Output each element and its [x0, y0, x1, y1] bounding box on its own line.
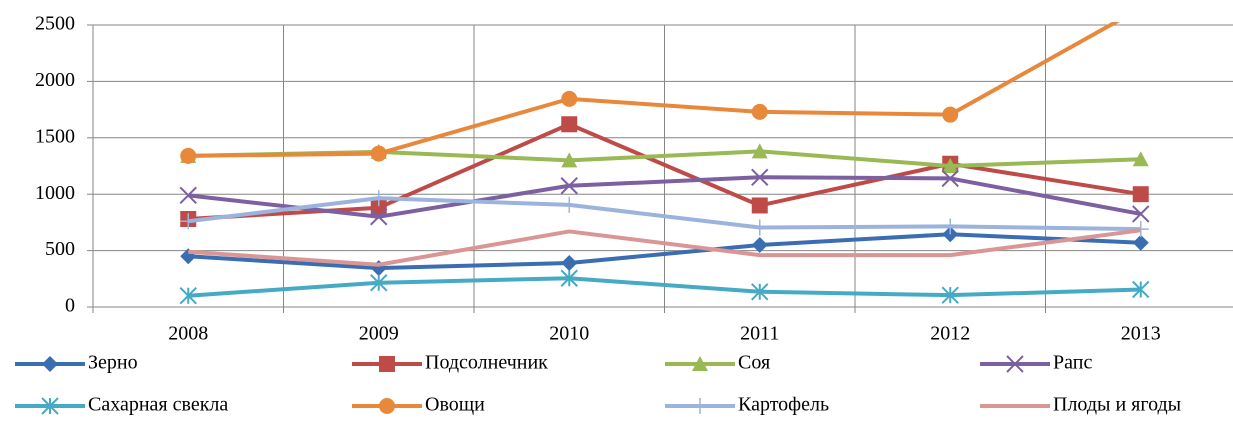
legend-label: Плоды и ягоды [1053, 394, 1181, 416]
marker [1133, 0, 1149, 16]
series-line [188, 122, 1142, 222]
y-tick-label: 2500 [35, 13, 75, 35]
marker [751, 168, 769, 186]
marker [1132, 280, 1150, 299]
x-tick-label: 2011 [740, 323, 779, 345]
x-tick-label: 2012 [930, 323, 970, 345]
y-tick-label: 1000 [35, 182, 75, 204]
marker [941, 169, 959, 188]
y-tick-label: 1500 [35, 125, 75, 147]
series-line [188, 22, 1120, 158]
series-line [188, 232, 1141, 271]
legend-label: Зерно [88, 352, 138, 374]
marker [1132, 186, 1149, 203]
marker [751, 197, 768, 214]
marker [942, 158, 959, 173]
marker [692, 356, 708, 371]
marker [180, 213, 197, 230]
marker [941, 286, 959, 304]
marker [379, 356, 395, 372]
marker [42, 356, 58, 372]
marker [560, 269, 578, 287]
marker [751, 219, 768, 236]
legend-label: Картофель [738, 394, 829, 416]
marker [1006, 355, 1024, 373]
legend-label: Соя [738, 352, 770, 374]
marker [561, 116, 578, 133]
series-line [188, 228, 1142, 267]
marker [942, 106, 959, 123]
marker [370, 190, 387, 207]
marker [179, 186, 197, 205]
marker [370, 145, 387, 162]
marker [370, 208, 388, 226]
x-tick-label: 2010 [549, 323, 589, 345]
y-tick-label: 2000 [35, 69, 75, 91]
marker [41, 397, 59, 415]
marker [560, 177, 578, 195]
legend-label: Сахарная свекла [88, 394, 228, 416]
marker [370, 274, 388, 292]
marker [942, 218, 959, 235]
marker [1132, 151, 1149, 167]
marker [180, 147, 197, 164]
legend-label: Рапс [1053, 352, 1092, 374]
marker [751, 236, 768, 253]
plot-area [179, 0, 1150, 305]
x-tick-label: 2013 [1121, 323, 1161, 345]
marker [561, 90, 578, 107]
marker [561, 196, 578, 213]
y-tick-label: 0 [65, 295, 75, 317]
series-line [188, 276, 1141, 298]
series-line [188, 196, 1141, 232]
x-tick-label: 2009 [359, 323, 399, 345]
marker [751, 283, 769, 301]
marker [561, 255, 578, 272]
y-tick-label: 500 [45, 238, 75, 260]
marker [179, 287, 197, 305]
marker [561, 152, 578, 168]
marker [1132, 205, 1150, 223]
marker [751, 143, 768, 159]
series-line [188, 175, 1142, 219]
legend-label: Овощи [425, 394, 485, 416]
marker [751, 103, 768, 120]
marker [1132, 234, 1149, 251]
x-tick-label: 2008 [168, 323, 208, 345]
marker [692, 398, 708, 414]
marker [379, 398, 395, 414]
legend-label: Подсолнечник [425, 352, 548, 374]
